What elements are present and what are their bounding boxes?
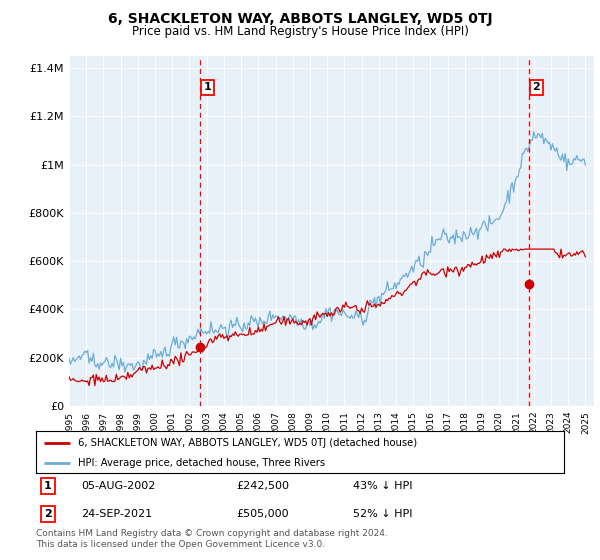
Text: 05-AUG-2002: 05-AUG-2002 bbox=[81, 481, 155, 491]
Text: 6, SHACKLETON WAY, ABBOTS LANGLEY, WD5 0TJ: 6, SHACKLETON WAY, ABBOTS LANGLEY, WD5 0… bbox=[107, 12, 493, 26]
Text: HPI: Average price, detached house, Three Rivers: HPI: Average price, detached house, Thre… bbox=[78, 458, 325, 468]
Text: 1: 1 bbox=[44, 481, 52, 491]
Text: 2: 2 bbox=[44, 509, 52, 519]
Text: Price paid vs. HM Land Registry's House Price Index (HPI): Price paid vs. HM Land Registry's House … bbox=[131, 25, 469, 38]
Text: 2: 2 bbox=[532, 82, 540, 92]
Text: 6, SHACKLETON WAY, ABBOTS LANGLEY, WD5 0TJ (detached house): 6, SHACKLETON WAY, ABBOTS LANGLEY, WD5 0… bbox=[78, 438, 418, 448]
Text: 52% ↓ HPI: 52% ↓ HPI bbox=[353, 509, 412, 519]
Text: 43% ↓ HPI: 43% ↓ HPI bbox=[353, 481, 412, 491]
Text: Contains HM Land Registry data © Crown copyright and database right 2024.
This d: Contains HM Land Registry data © Crown c… bbox=[36, 529, 388, 549]
Text: £242,500: £242,500 bbox=[236, 481, 290, 491]
Text: 1: 1 bbox=[203, 82, 211, 92]
Text: £505,000: £505,000 bbox=[236, 509, 289, 519]
Text: 24-SEP-2021: 24-SEP-2021 bbox=[81, 509, 152, 519]
